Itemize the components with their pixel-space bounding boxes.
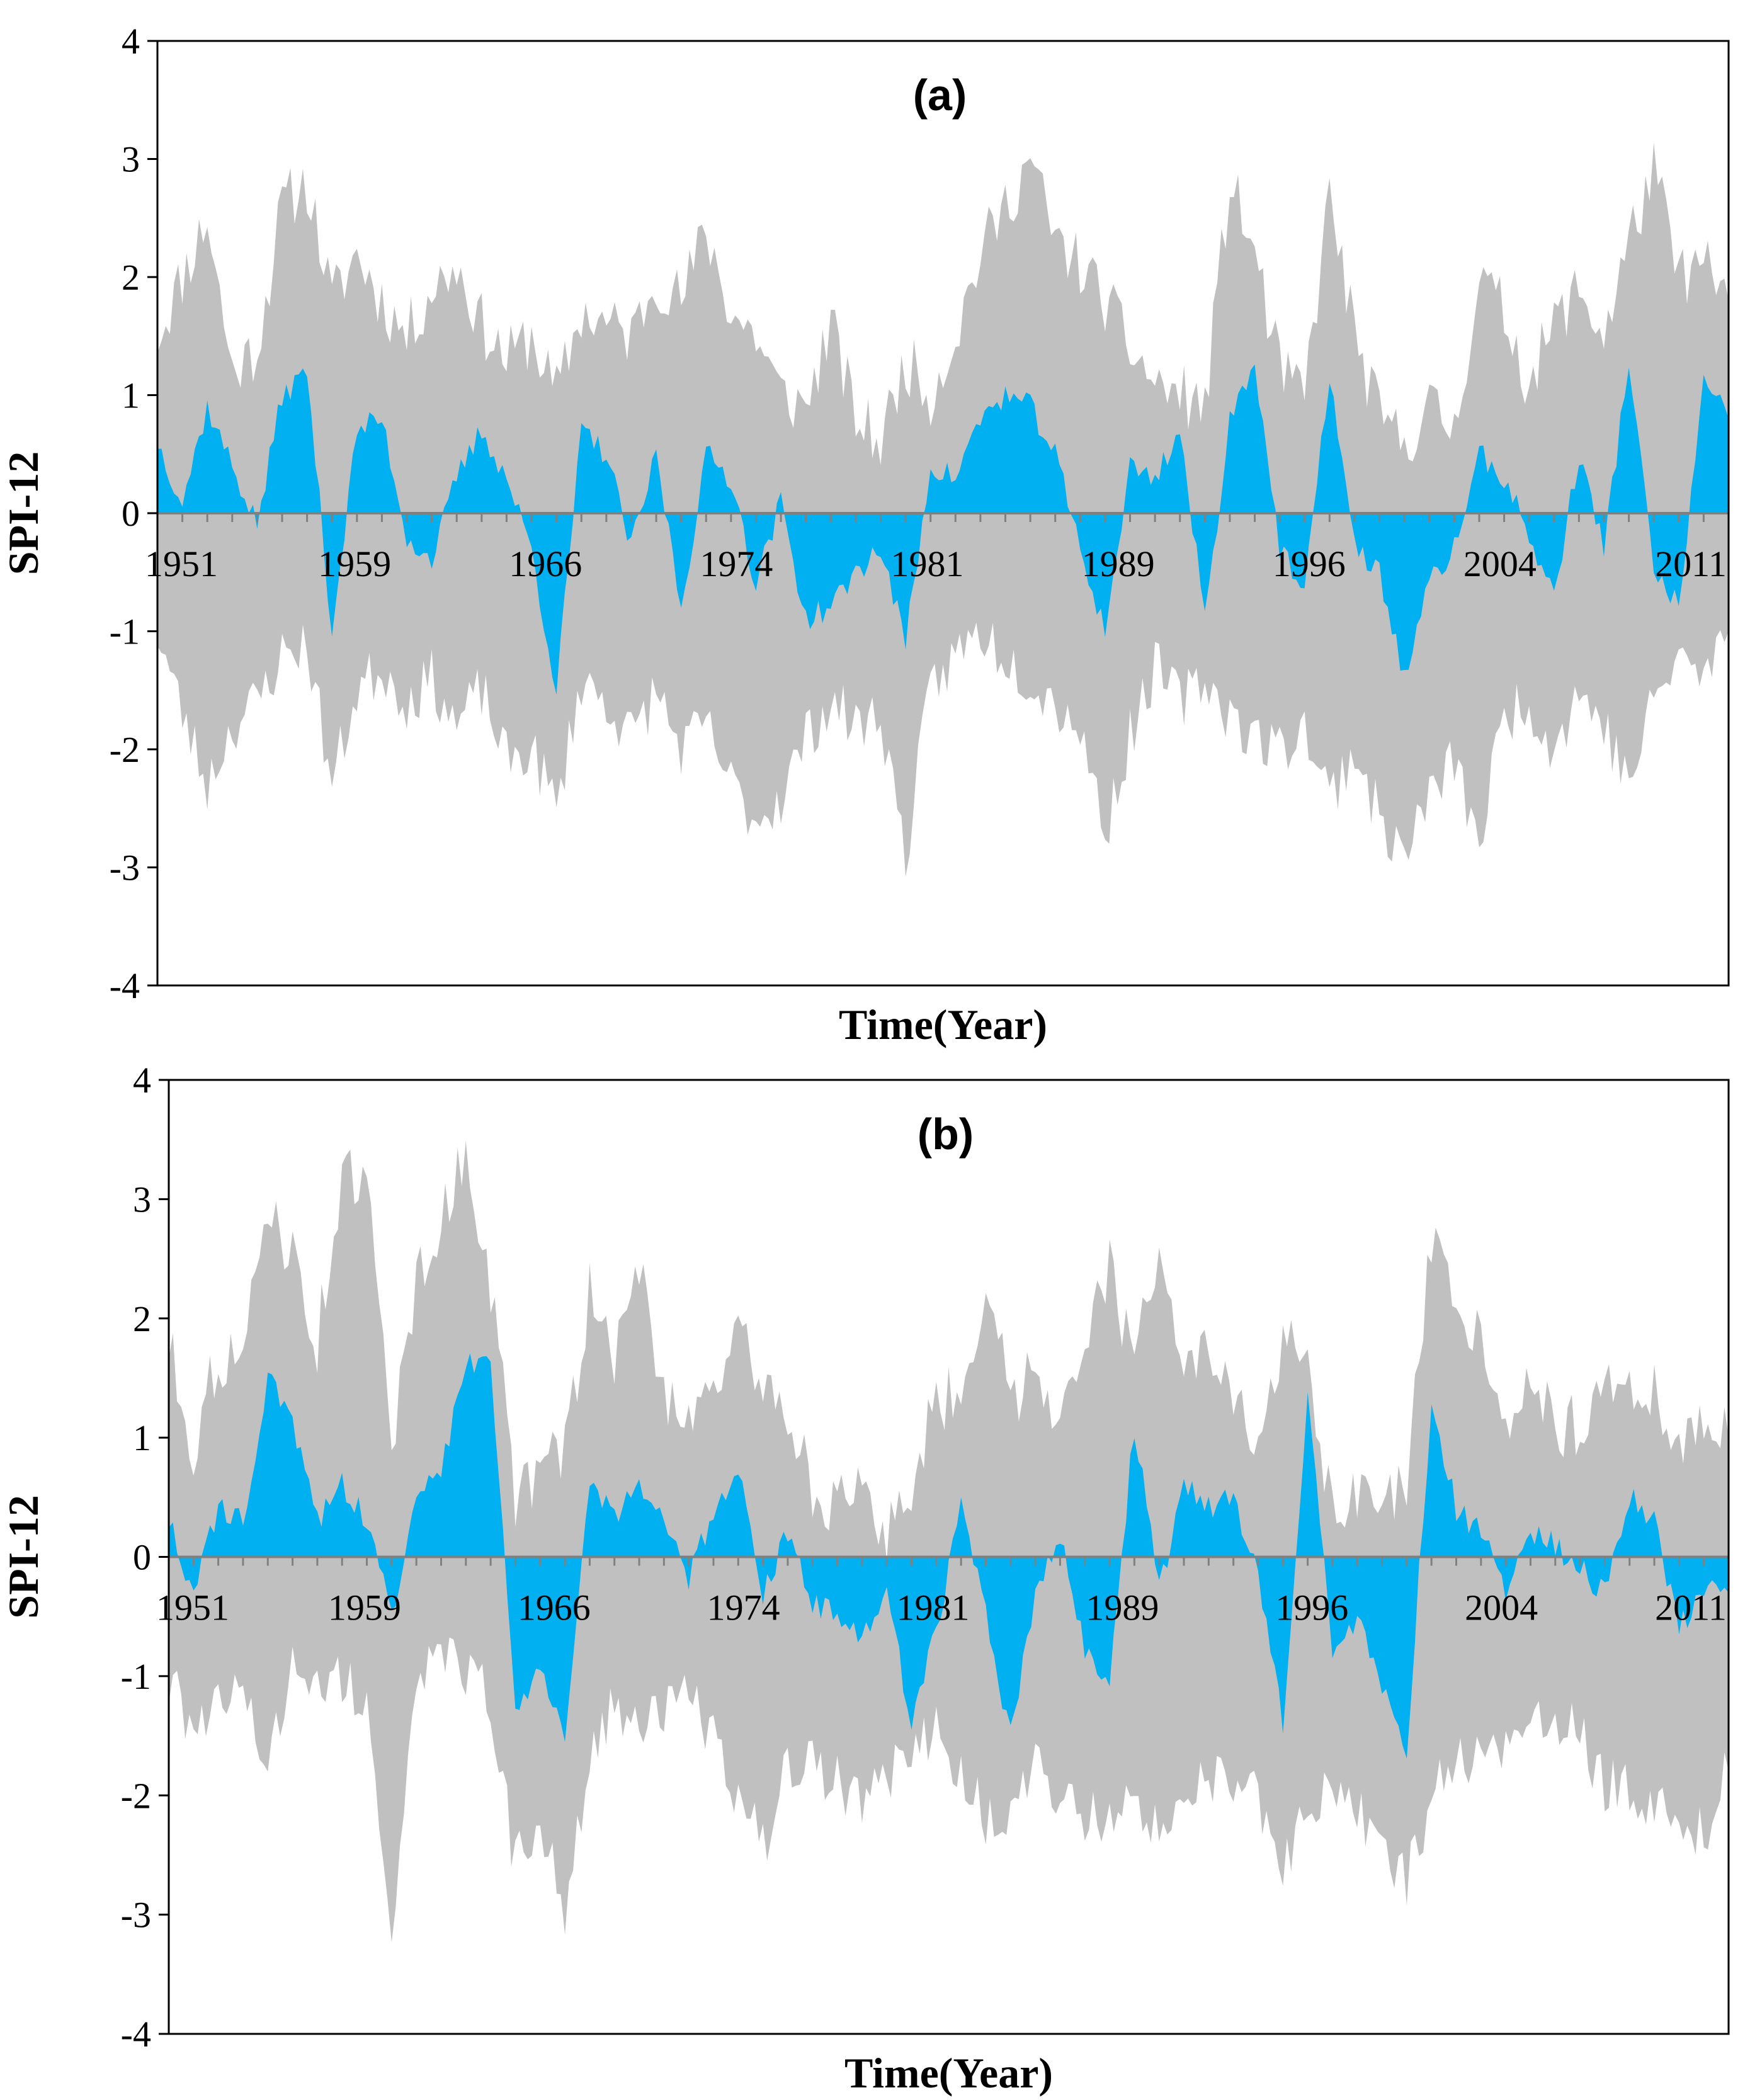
y-tick-labels: -4 -3 -2 -1 0 1 2 3 4	[121, 1060, 151, 2055]
x-minor-ticks	[168, 1557, 1730, 1566]
x-tick-label: 1959	[318, 543, 391, 584]
y-tick-label: -3	[121, 1895, 151, 1936]
mean-series-area	[157, 364, 1729, 695]
x-tick-label: 2011	[1655, 1587, 1727, 1628]
x-tick-label: 1966	[518, 1587, 591, 1628]
panel-title: (a)	[913, 71, 967, 120]
x-tick-label: 1959	[328, 1587, 401, 1628]
y-tick-label: -4	[121, 2014, 151, 2055]
y-tick-label: -1	[121, 1656, 151, 1697]
x-tick-label: 1966	[509, 543, 582, 584]
mean-series-area	[169, 1353, 1729, 1759]
y-tick-labels: -4 -3 -2 -1 0 1 2 3 4	[110, 21, 140, 1006]
x-tick-label: 1996	[1275, 1587, 1348, 1628]
y-tick-label: 2	[133, 1298, 151, 1339]
x-tick-labels: 1951 1959 1966 1974 1981 1989 1996 2004 2011	[145, 543, 1727, 584]
y-tick-label: -2	[121, 1775, 151, 1816]
envelope-area	[169, 1140, 1729, 1943]
y-tick-label: -1	[110, 611, 140, 652]
y-tick-label: 0	[122, 493, 140, 534]
x-tick-label: 2004	[1465, 1587, 1538, 1628]
x-tick-labels: 1951 1959 1966 1974 1981 1989 1996 2004 2011	[156, 1587, 1727, 1628]
panel-title: (b)	[918, 1110, 974, 1159]
y-tick-label: 3	[133, 1179, 151, 1220]
x-tick-label: 1974	[700, 543, 773, 584]
y-tick-label: 4	[133, 1060, 151, 1101]
y-tick-label: 2	[122, 257, 140, 298]
y-tick-label: 4	[122, 21, 140, 62]
y-tick-label: 1	[122, 375, 140, 416]
x-tick-label: 1951	[156, 1587, 229, 1628]
x-tick-label: 1989	[1082, 543, 1155, 584]
x-minor-ticks	[156, 513, 1730, 522]
y-axis-ticks	[147, 40, 157, 987]
x-tick-label: 1974	[707, 1587, 780, 1628]
y-tick-label: 0	[133, 1537, 151, 1578]
y-axis-title: SPI-12	[0, 1495, 47, 1618]
y-axis-ticks	[159, 1079, 169, 2035]
y-tick-label: -2	[110, 729, 140, 770]
y-axis-title: SPI-12	[0, 451, 47, 575]
x-tick-label: 1981	[897, 1587, 970, 1628]
x-axis-title: Time(Year)	[839, 1001, 1047, 1048]
x-tick-label: 2011	[1655, 543, 1727, 584]
y-tick-label: 3	[122, 139, 140, 180]
x-tick-label: 1981	[891, 543, 964, 584]
y-tick-label: -4	[110, 965, 140, 1006]
x-tick-label: 2004	[1463, 543, 1537, 584]
x-tick-label: 1951	[145, 543, 218, 584]
x-axis-title: Time(Year)	[844, 2049, 1053, 2097]
y-tick-label: 1	[133, 1417, 151, 1458]
y-tick-label: -3	[110, 848, 140, 888]
x-tick-label: 1996	[1273, 543, 1346, 584]
x-tick-label: 1989	[1086, 1587, 1159, 1628]
